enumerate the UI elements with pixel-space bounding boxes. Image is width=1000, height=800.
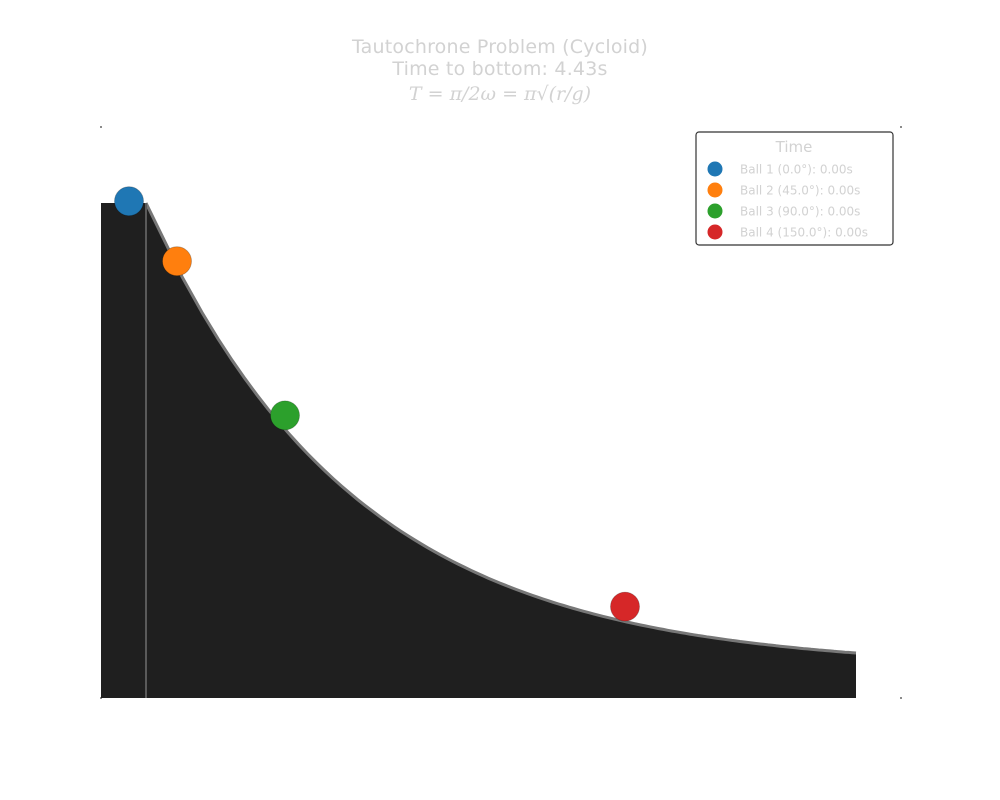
chart-title: Tautochrone Problem (Cycloid) (351, 36, 649, 58)
ball-2 (162, 246, 192, 277)
period-formula: T = π/2ω = π√(r/g) (408, 83, 592, 105)
chart-subtitle: Time to bottom: 4.43s (392, 58, 608, 80)
balls-layer (114, 186, 640, 622)
chart-title-block: Tautochrone Problem (Cycloid) Time to bo… (0, 36, 1000, 107)
legend-label-1: Ball 1 (0.0°): 0.00s (740, 163, 853, 177)
legend-label-2: Ball 2 (45.0°): 0.00s (740, 184, 860, 198)
axes-corner-tick (100, 126, 102, 128)
legend-marker-4 (707, 224, 723, 240)
legend-marker-3 (707, 203, 723, 219)
ball-1 (114, 186, 144, 217)
legend-label-3: Ball 3 (90.0°): 0.00s (740, 205, 860, 219)
legend-label-4: Ball 4 (150.0°): 0.00s (740, 226, 868, 240)
cycloid-curve (144, 202, 857, 655)
ball-3 (270, 400, 300, 431)
ball-4 (610, 591, 640, 622)
legend-items: Ball 1 (0.0°): 0.00s Ball 2 (45.0°): 0.00… (707, 161, 868, 240)
axes-corner-tick (900, 126, 902, 128)
legend-marker-2 (707, 182, 723, 198)
legend: Time Ball 1 (0.0°): 0.00s Ball 2 (45.0°):… (695, 131, 894, 246)
cycloid-ramp (101, 203, 856, 698)
legend-box (695, 131, 894, 246)
legend-marker-1 (707, 161, 723, 177)
legend-title: Time (775, 138, 813, 156)
axes-corner-tick (900, 697, 902, 699)
